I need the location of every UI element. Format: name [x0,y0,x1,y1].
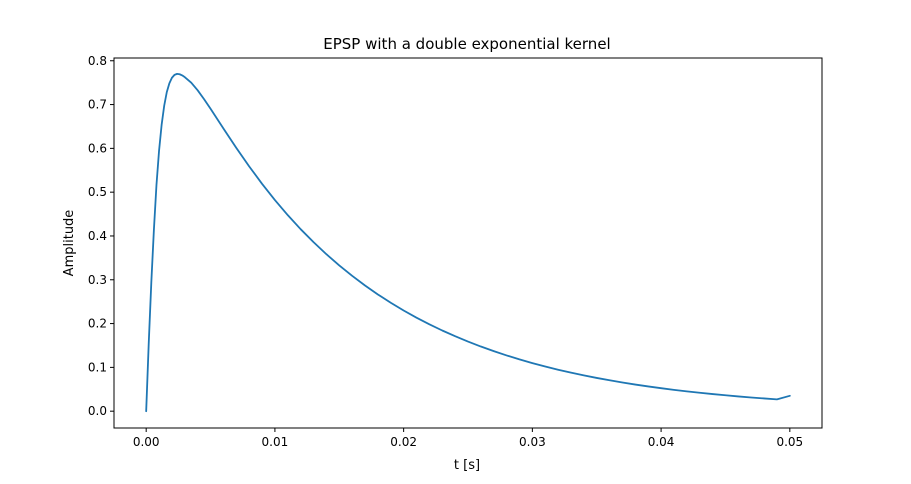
y-tick-label: 0.4 [88,229,107,243]
y-tick-label: 0.8 [88,54,107,68]
axes-frame [113,57,823,429]
x-tick-label: 0.03 [519,435,546,449]
series-line [145,73,791,413]
x-tick-label: 0.05 [776,435,803,449]
y-tick-label: 0.3 [88,273,107,287]
x-tick-label: 0.00 [133,435,160,449]
y-tick-label: 0.2 [88,317,107,331]
x-tick-label: 0.04 [648,435,675,449]
x-tick-label: 0.01 [262,435,289,449]
y-tick-label: 0.6 [88,141,107,155]
y-tick-label: 0.5 [88,185,107,199]
y-axis-label: Amplitude [62,210,77,277]
chart-title: EPSP with a double exponential kernel [323,35,610,53]
plot-area: 0.00 0.01 0.02 0.03 0.04 0.05 0.0 0.1 0.2 0.3 0.4 0… [88,54,803,449]
y-tick-label: 0.7 [88,98,107,112]
y-tick-label: 0.0 [88,404,107,418]
y-tick-label: 0.1 [88,360,107,374]
x-axis-label: t [s] [454,458,480,473]
x-tick-label: 0.02 [390,435,417,449]
